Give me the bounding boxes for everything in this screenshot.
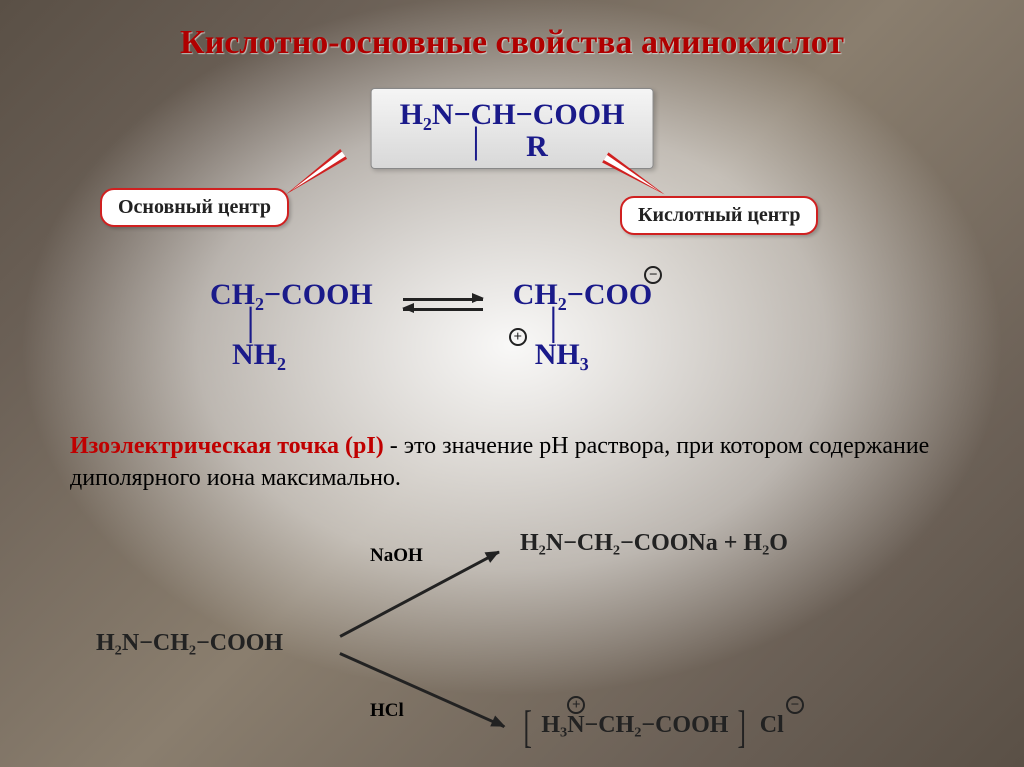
isoelectric-point-definition: Изоэлектрическая точка (pI) - это значен… [70, 430, 954, 495]
eq-left-l1: CH₂−COOH [210, 278, 373, 311]
eq-left-bond: │ [210, 310, 373, 340]
acidic-center-callout: Кислотный центр [620, 196, 818, 235]
bracket-close-icon: ] [738, 700, 746, 753]
product-cation: H₃N−CH₂−COOH [541, 712, 728, 738]
ammonium-plus-icon: + [509, 328, 527, 346]
reagent-naoh: NaOH [370, 545, 423, 567]
eq-right-bond: │ [513, 310, 652, 340]
eq-right-l2: NH₃ [535, 338, 589, 371]
product-hydrochloride: [ + H₃N−CH₂−COOH ] Cl − [520, 700, 784, 753]
formula-line1: H₂N−CH−COOH [400, 99, 625, 131]
formula-line2: R [476, 131, 548, 163]
basic-pointer [283, 149, 347, 199]
chloride-minus-icon: − [786, 696, 804, 714]
arrow-to-hcl-icon [339, 652, 504, 727]
def-term: Изоэлектрическая точка (pI) [70, 433, 384, 459]
carboxylate-minus-icon: − [644, 266, 662, 284]
equilibrium-arrows-icon [403, 290, 483, 320]
slide-content: Кислотно-основные свойства аминокислот H… [0, 0, 1024, 767]
eq-left-l2: NH₂ [210, 338, 286, 371]
zwitterion-equilibrium: CH₂−COOH │ NH₂ CH₂−COO − │ + NH₃ [210, 280, 652, 370]
basic-center-callout: Основный центр [100, 188, 289, 227]
reagent-hcl: HCl [370, 700, 404, 722]
eq-right-l1: CH₂−COO [513, 278, 652, 311]
bracket-open-icon: [ [523, 700, 531, 753]
page-title: Кислотно-основные свойства аминокислот [36, 24, 988, 62]
formula-bond: │ [466, 129, 486, 158]
product-sodium-salt: H₂N−CH₂−COONa + H₂O [520, 530, 788, 557]
reaction-start: H₂N−CH₂−COOH [96, 630, 283, 657]
product-anion: Cl [760, 712, 784, 738]
